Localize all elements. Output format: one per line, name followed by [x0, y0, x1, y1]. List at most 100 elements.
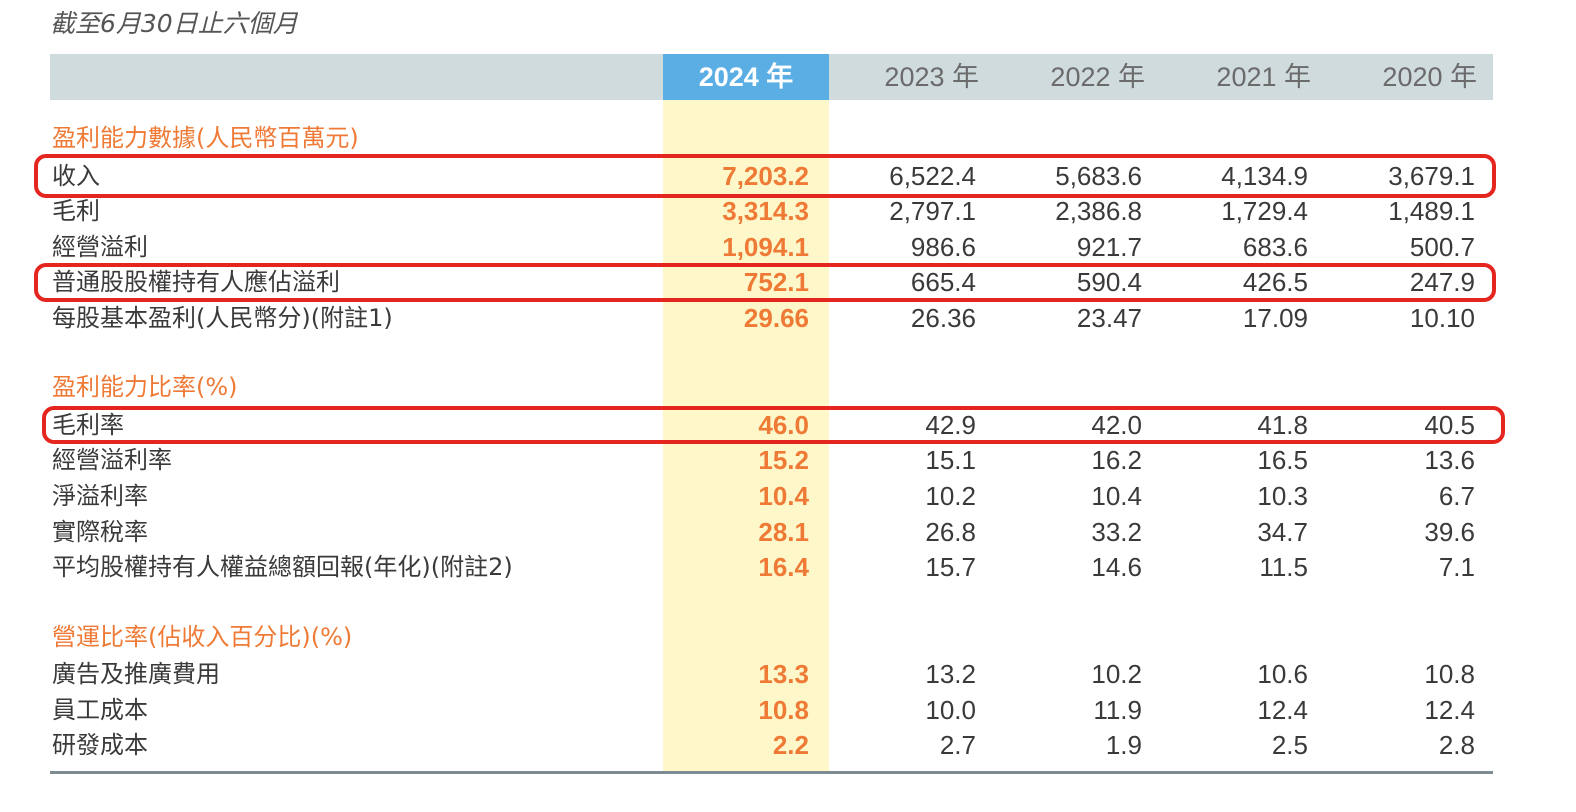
header-year-2024: 2024 年 — [663, 54, 829, 100]
annotation-box-revenue — [34, 154, 1496, 198]
value-2024: 2.2 — [772, 730, 809, 760]
value-2022: 11.9 — [1093, 695, 1142, 725]
header-year-2020: 2020 年 — [1382, 62, 1477, 92]
value-2024: 10.8 — [758, 695, 809, 725]
annotation-box-gross-margin — [42, 406, 1505, 444]
row-label: 廣告及推廣費用 — [52, 660, 220, 688]
table-row: 員工成本 10.8 10.0 11.9 12.4 12.4 — [50, 692, 1493, 728]
value-2023: 26.8 — [925, 517, 976, 547]
value-2023: 13.2 — [925, 659, 976, 689]
value-2022: 33.2 — [1091, 517, 1142, 547]
table-bottom-rule — [50, 771, 1493, 774]
header-year-2022: 2022 年 — [1050, 62, 1145, 92]
table-row: 普通股股權持有人應佔溢利 752.1 665.4 590.4 426.5 247… — [50, 264, 1493, 300]
value-2021: 11.5 — [1259, 552, 1308, 582]
value-2021: 426.5 — [1242, 267, 1308, 297]
section-title-profitability-data: 盈利能力數據(人民幣百萬元) — [52, 124, 359, 152]
value-2024: 1,094.1 — [722, 232, 809, 262]
table-caption: 截至6月30日止六個月 — [50, 9, 298, 38]
value-2022: 590.4 — [1076, 267, 1142, 297]
section-title-profitability-ratios: 盈利能力比率(%) — [52, 373, 238, 401]
value-2024: 13.3 — [758, 659, 809, 689]
value-2021: 2.5 — [1271, 730, 1308, 760]
table-row: 經營溢利率 15.2 15.1 16.2 16.5 13.6 — [50, 442, 1493, 478]
value-2024: 29.66 — [743, 303, 809, 333]
value-2023: 986.6 — [910, 232, 976, 262]
value-2021: 16.5 — [1257, 445, 1308, 475]
value-2024: 10.4 — [758, 481, 809, 511]
value-2023: 42.9 — [925, 410, 976, 440]
value-2023: 26.36 — [910, 303, 976, 333]
value-2021: 4,134.9 — [1221, 161, 1308, 191]
value-2021: 12.4 — [1257, 695, 1308, 725]
value-2020: 40.5 — [1424, 410, 1475, 440]
value-2022: 10.2 — [1091, 659, 1142, 689]
value-2022: 23.47 — [1076, 303, 1142, 333]
row-label: 淨溢利率 — [52, 482, 148, 510]
current-year-column-highlight — [663, 100, 829, 772]
row-label: 員工成本 — [52, 696, 148, 724]
header-year-2021: 2021 年 — [1216, 62, 1311, 92]
row-label: 研發成本 — [52, 731, 148, 759]
value-2022: 16.2 — [1091, 445, 1142, 475]
value-2024: 46.0 — [758, 410, 809, 440]
value-2021: 34.7 — [1257, 517, 1308, 547]
value-2022: 42.0 — [1091, 410, 1142, 440]
row-label: 平均股權持有人權益總額回報(年化)(附註2) — [52, 553, 513, 581]
value-2020: 6.7 — [1438, 481, 1475, 511]
value-2023: 10.0 — [925, 695, 976, 725]
row-label: 每股基本盈利(人民幣分)(附註1) — [52, 304, 393, 332]
value-2020: 12.4 — [1424, 695, 1475, 725]
row-label: 實際稅率 — [52, 518, 148, 546]
value-2022: 10.4 — [1091, 481, 1142, 511]
value-2022: 921.7 — [1076, 232, 1142, 262]
value-2021: 17.09 — [1242, 303, 1308, 333]
value-2023: 665.4 — [910, 267, 976, 297]
value-2023: 2.7 — [939, 730, 976, 760]
value-2021: 683.6 — [1242, 232, 1308, 262]
value-2020: 10.10 — [1409, 303, 1475, 333]
row-label: 毛利率 — [52, 411, 124, 439]
row-label: 經營溢利率 — [52, 446, 172, 474]
row-label: 經營溢利 — [52, 233, 148, 261]
table-row: 毛利 3,314.3 2,797.1 2,386.8 1,729.4 1,489… — [50, 193, 1493, 229]
value-2024: 15.2 — [758, 445, 809, 475]
table-row: 淨溢利率 10.4 10.2 10.4 10.3 6.7 — [50, 478, 1493, 514]
row-label: 收入 — [52, 162, 100, 190]
value-2021: 10.3 — [1257, 481, 1308, 511]
value-2020: 3,679.1 — [1388, 161, 1475, 191]
value-2023: 10.2 — [925, 481, 976, 511]
value-2024: 28.1 — [758, 517, 809, 547]
value-2023: 6,522.4 — [889, 161, 976, 191]
value-2020: 13.6 — [1424, 445, 1475, 475]
value-2021: 10.6 — [1257, 659, 1308, 689]
value-2020: 39.6 — [1424, 517, 1475, 547]
table-row: 經營溢利 1,094.1 986.6 921.7 683.6 500.7 — [50, 229, 1493, 265]
table-row: 平均股權持有人權益總額回報(年化)(附註2) 16.4 15.7 14.6 11… — [50, 549, 1493, 585]
value-2022: 2,386.8 — [1055, 196, 1142, 226]
value-2023: 15.1 — [925, 445, 976, 475]
value-2023: 15.7 — [925, 552, 976, 582]
value-2024: 16.4 — [758, 552, 809, 582]
value-2020: 2.8 — [1438, 730, 1475, 760]
value-2024: 3,314.3 — [722, 196, 809, 226]
value-2020: 7.1 — [1438, 552, 1475, 582]
table-row: 每股基本盈利(人民幣分)(附註1) 29.66 26.36 23.47 17.0… — [50, 300, 1493, 336]
value-2022: 1.9 — [1105, 730, 1142, 760]
table-row: 收入 7,203.2 6,522.4 5,683.6 4,134.9 3,679… — [50, 158, 1493, 194]
value-2022: 14.6 — [1091, 552, 1142, 582]
table-row: 實際稅率 28.1 26.8 33.2 34.7 39.6 — [50, 514, 1493, 550]
value-2020: 247.9 — [1409, 267, 1475, 297]
value-2024: 7,203.2 — [722, 161, 809, 191]
value-2024: 752.1 — [743, 267, 809, 297]
value-2023: 2,797.1 — [889, 196, 976, 226]
value-2021: 41.8 — [1257, 410, 1308, 440]
table-row: 廣告及推廣費用 13.3 13.2 10.2 10.6 10.8 — [50, 656, 1493, 692]
header-year-2023: 2023 年 — [884, 62, 979, 92]
table-header: 2024 年 2023 年 2022 年 2021 年 2020 年 — [50, 54, 1493, 100]
table-row: 研發成本 2.2 2.7 1.9 2.5 2.8 — [50, 727, 1493, 763]
value-2020: 1,489.1 — [1388, 196, 1475, 226]
annotation-box-attributable-profit — [34, 263, 1496, 302]
table-row: 毛利率 46.0 42.9 42.0 41.8 40.5 — [50, 407, 1493, 443]
row-label: 毛利 — [52, 197, 100, 225]
